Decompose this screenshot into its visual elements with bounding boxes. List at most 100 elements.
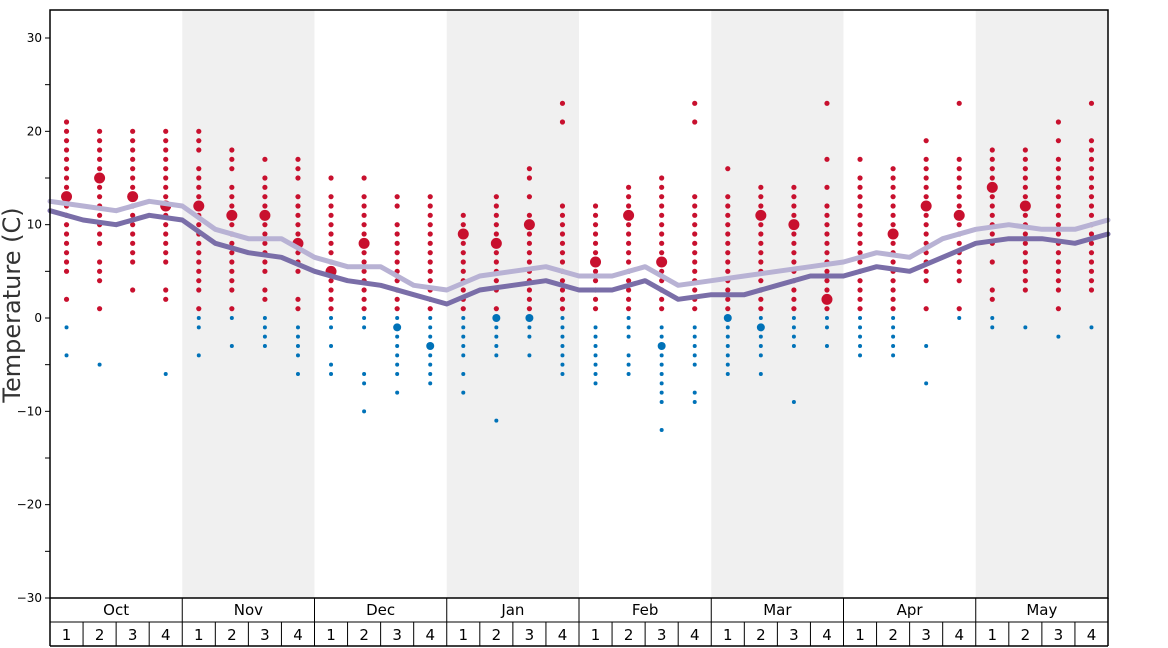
month-band-jan [446, 10, 579, 598]
warm-point [295, 156, 301, 162]
week-label: 2 [492, 626, 502, 644]
week-label: 2 [756, 626, 766, 644]
warm-point [196, 268, 202, 274]
warm-point [625, 231, 632, 237]
warm-point [163, 231, 169, 237]
warm-point [1088, 166, 1095, 172]
warm-point [923, 278, 929, 284]
warm-point [1088, 268, 1095, 274]
warm-point [63, 259, 70, 265]
warm-point [130, 147, 136, 153]
cold-point [262, 325, 267, 330]
warm-point [328, 203, 334, 209]
warm-point-large [788, 219, 800, 231]
cold-point [295, 334, 300, 339]
warm-point [923, 212, 929, 218]
warm-point [163, 250, 169, 256]
warm-point [63, 296, 70, 302]
cold-point [725, 334, 730, 339]
week-label: 4 [1087, 626, 1097, 644]
warm-point [692, 203, 698, 209]
cold-point [791, 334, 796, 339]
warm-point-large [953, 209, 965, 221]
cold-point [362, 325, 367, 330]
cold-point [891, 316, 896, 320]
warm-point [791, 287, 797, 293]
warm-point [824, 287, 830, 293]
warm-point [824, 268, 830, 274]
warm-point [625, 240, 632, 246]
warm-point [592, 240, 599, 246]
warm-point [890, 240, 896, 246]
warm-point [196, 278, 202, 284]
warm-point [824, 222, 830, 228]
cold-point [891, 344, 896, 348]
cold-point [329, 372, 334, 376]
warm-point [96, 156, 103, 162]
warm-point [1022, 212, 1028, 218]
warm-point [63, 119, 70, 125]
warm-point [758, 231, 764, 237]
warm-point [526, 166, 533, 172]
warm-point [163, 166, 169, 172]
cold-point [957, 316, 962, 320]
cold-point [64, 325, 69, 330]
week-label: 2 [1021, 626, 1031, 644]
cold-point [64, 353, 69, 358]
warm-point [394, 203, 400, 209]
cold-point [824, 325, 829, 330]
warm-point [692, 231, 698, 237]
warm-point [559, 250, 566, 256]
warm-point [692, 212, 698, 218]
warm-point [725, 231, 731, 237]
warm-point [625, 296, 632, 302]
cold-point [461, 372, 466, 376]
cold-point [560, 325, 565, 330]
warm-point [1055, 203, 1062, 209]
cold-point [395, 334, 400, 339]
warm-point [229, 278, 235, 284]
week-label: 1 [591, 626, 601, 644]
cold-point [329, 325, 334, 330]
week-label: 1 [723, 626, 733, 644]
week-label: 4 [425, 626, 435, 644]
warm-point [163, 259, 169, 265]
warm-point [262, 184, 268, 190]
cold-point-large [393, 323, 402, 332]
warm-point [890, 203, 896, 209]
warm-point [394, 231, 400, 237]
cold-point [659, 390, 664, 395]
cold-point [295, 325, 300, 330]
warm-point [63, 231, 70, 237]
warm-point [791, 194, 797, 200]
week-label: 2 [227, 626, 237, 644]
cold-point [461, 344, 466, 348]
warm-point [196, 259, 202, 265]
cold-point [428, 362, 433, 367]
warm-point [1088, 212, 1095, 218]
warm-point [692, 240, 698, 246]
warm-point [559, 259, 566, 265]
cold-point [461, 325, 466, 330]
warm-point [361, 306, 367, 312]
warm-point [659, 250, 665, 256]
warm-point [526, 296, 533, 302]
warm-point [824, 278, 830, 284]
cold-point [659, 334, 664, 339]
warm-point [328, 287, 334, 293]
warm-point [63, 147, 70, 153]
warm-point [725, 166, 731, 172]
warm-point [460, 287, 466, 293]
warm-point [559, 212, 566, 218]
warm-point [96, 212, 103, 218]
trend-lines [47, 198, 1111, 307]
warm-point [1055, 278, 1062, 284]
warm-point [493, 203, 499, 209]
warm-point [229, 222, 235, 228]
month-band-may [975, 10, 1108, 598]
warm-point [659, 306, 665, 312]
warm-point [791, 203, 797, 209]
cold-point [593, 334, 598, 339]
cold-point-large [657, 342, 666, 350]
warm-point [460, 250, 466, 256]
